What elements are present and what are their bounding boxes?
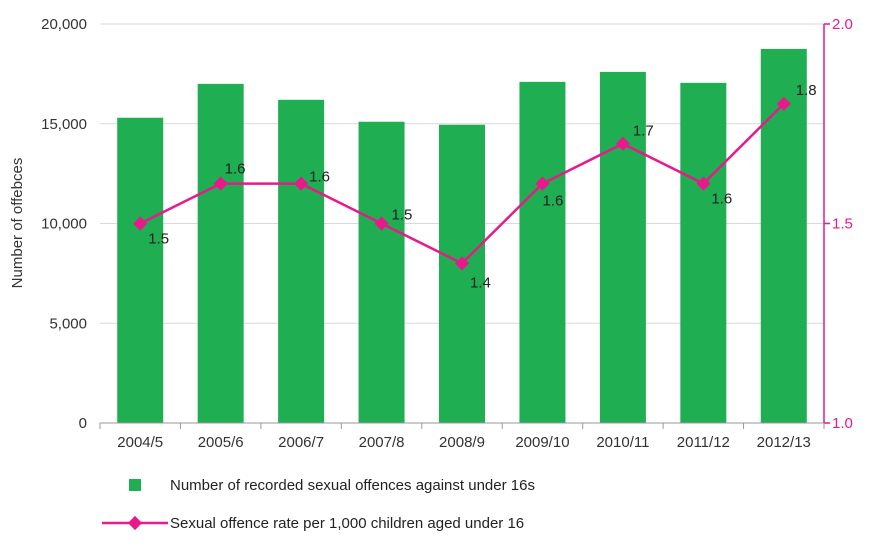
x-tick-label: 2010/11 xyxy=(596,434,649,451)
x-axis-ticks: 2004/5 2005/6 2006/7 2007/8 2008/9 2009/10 201… xyxy=(117,434,811,451)
axes xyxy=(99,24,825,429)
line-point xyxy=(535,176,550,191)
bar xyxy=(439,124,485,423)
x-tick-label: 2008/9 xyxy=(439,434,485,451)
x-tick-label: 2009/10 xyxy=(515,434,569,451)
bar xyxy=(599,71,646,423)
line-point xyxy=(615,136,630,151)
bar-series xyxy=(117,48,807,423)
y-axis-title: Number of offebces xyxy=(9,158,26,289)
bar xyxy=(680,82,727,423)
bar xyxy=(278,99,325,423)
x-tick-label: 2007/8 xyxy=(359,434,405,451)
data-label: 1.7 xyxy=(633,123,654,140)
bar xyxy=(519,81,566,423)
data-label: 1.6 xyxy=(309,169,330,186)
x-tick-label: 2004/5 xyxy=(117,434,163,451)
line-series xyxy=(133,96,791,271)
bar xyxy=(760,48,807,423)
y-tick-label: 10,000 xyxy=(41,216,87,233)
data-label: 1.5 xyxy=(148,231,169,248)
data-label: 1.5 xyxy=(392,207,413,224)
data-label: 1.8 xyxy=(796,82,817,99)
right-axis-ticks: 1.0 1.5 2.0 xyxy=(824,16,853,432)
line-point xyxy=(776,96,791,111)
data-label: 1.4 xyxy=(470,274,491,291)
x-tick-label: 2012/13 xyxy=(757,434,811,451)
line-point xyxy=(133,216,148,231)
line-point xyxy=(294,176,309,191)
bar xyxy=(358,121,405,423)
legend-label-bars: Number of recorded sexual offences again… xyxy=(170,476,535,494)
x-tick-label: 2011/12 xyxy=(677,434,730,451)
bar xyxy=(197,83,244,423)
legend: Number of recorded sexual offences again… xyxy=(100,474,535,550)
line-point xyxy=(374,216,389,231)
data-label: 1.6 xyxy=(225,161,246,178)
line-point xyxy=(454,256,470,271)
data-label: 1.6 xyxy=(711,191,732,208)
line-data-labels: 1.5 1.6 1.6 1.5 1.4 1.6 1.7 1.6 1.8 xyxy=(148,82,816,292)
legend-bar-swatch xyxy=(129,479,141,491)
y2-tick-label: 2.0 xyxy=(832,16,853,33)
y2-tick-label: 1.0 xyxy=(832,415,853,432)
left-axis-ticks: 0 5,000 10,000 15,000 20,000 xyxy=(41,16,87,432)
chart: 0 5,000 10,000 15,000 20,000 1.0 1.5 2.0 2004/… xyxy=(9,16,853,451)
line-point xyxy=(696,176,711,191)
line-point xyxy=(213,176,228,191)
y-tick-label: 20,000 xyxy=(41,16,87,33)
y-tick-label: 5,000 xyxy=(49,315,87,332)
x-tick-label: 2006/7 xyxy=(278,434,324,451)
y-tick-label: 0 xyxy=(79,415,87,432)
x-tick-label: 2005/6 xyxy=(198,434,244,451)
legend-item-bars: Number of recorded sexual offences again… xyxy=(100,474,535,496)
legend-line-swatch xyxy=(102,515,168,531)
legend-item-line: Sexual offence rate per 1,000 children a… xyxy=(100,512,535,534)
legend-label-line: Sexual offence rate per 1,000 children a… xyxy=(170,514,525,532)
y-tick-label: 15,000 xyxy=(41,116,87,133)
bar xyxy=(117,117,164,423)
y2-tick-label: 1.5 xyxy=(832,216,853,233)
data-label: 1.6 xyxy=(542,193,563,210)
